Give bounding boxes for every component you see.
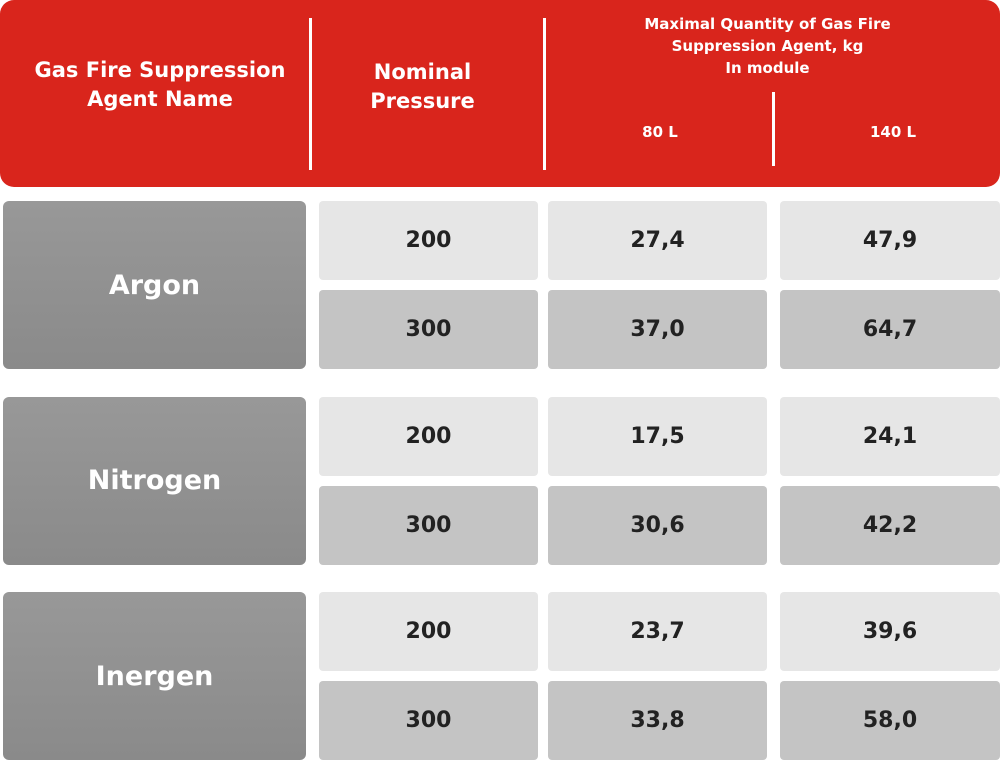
quantity-cell: 17,5 (548, 396, 767, 476)
header-volume: 140 L (869, 123, 917, 141)
quantity-cell: 24,1 (780, 396, 1000, 476)
divider (543, 18, 546, 170)
divider (309, 18, 312, 170)
header-nominal-pressure: Nominal Pressure (370, 60, 475, 113)
pressure-cell: 200 (319, 592, 538, 671)
pressure-cell: 300 (319, 681, 538, 760)
header-volume: 80 L (642, 123, 678, 141)
header-band (0, 0, 1000, 187)
pressure-cell: 200 (319, 201, 538, 280)
quantity-cell: 33,8 (548, 681, 767, 760)
agent-name-cell: Inergen (3, 592, 306, 760)
quantity-cell: 64,7 (780, 290, 1000, 369)
quantity-cell: 47,9 (780, 201, 1000, 280)
pressure-cell: 300 (319, 290, 538, 369)
quantity-cell: 39,6 (780, 592, 1000, 671)
quantity-cell: 37,0 (548, 290, 767, 369)
quantity-cell: 23,7 (548, 592, 767, 671)
header-module-note: In module (725, 59, 810, 77)
quantity-cell: 42,2 (780, 485, 1000, 565)
agent-name-cell: Argon (3, 201, 306, 369)
header-agent-name: Gas Fire Suppression Agent Name (34, 58, 286, 111)
pressure-cell: 200 (319, 396, 538, 476)
quantity-cell: 58,0 (780, 681, 1000, 760)
header-max-quantity: Maximal Quantity of Gas Fire Suppression… (644, 15, 891, 55)
quantity-cell: 30,6 (548, 485, 767, 565)
divider (772, 92, 775, 166)
quantity-cell: 27,4 (548, 201, 767, 280)
agent-name-cell: Nitrogen (3, 396, 306, 565)
pressure-cell: 300 (319, 485, 538, 565)
